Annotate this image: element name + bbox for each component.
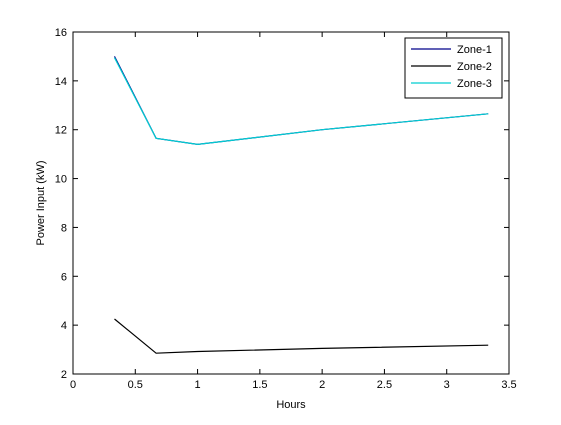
legend-label-zone-3: Zone-3 <box>457 78 492 90</box>
series-line-zone-2 <box>114 318 489 354</box>
x-tick-label: 3 <box>444 379 450 391</box>
series-line-zone-3 <box>113 57 489 146</box>
y-tick-label: 12 <box>55 125 67 137</box>
series-layer <box>113 56 489 354</box>
legend: Zone-1 Zone-2 Zone-3 <box>404 37 503 99</box>
y-tick-label: 2 <box>61 369 67 381</box>
plot-frame <box>72 31 510 375</box>
x-tick-label: 2.5 <box>377 379 392 391</box>
x-tick-label: 0 <box>70 379 76 391</box>
y-axis-label: Power Input (kW) <box>35 161 47 246</box>
y-tick-label: 14 <box>55 76 67 88</box>
y-tick-label: 4 <box>61 320 67 332</box>
legend-label-zone-1: Zone-1 <box>457 44 492 56</box>
x-tick-label: 1.5 <box>252 379 267 391</box>
x-tick-label: 2 <box>319 379 325 391</box>
y-tick-label: 8 <box>61 222 67 234</box>
x-axis-label: Hours <box>276 399 306 411</box>
legend-label-zone-2: Zone-2 <box>457 61 492 73</box>
x-tick-label: 0.5 <box>128 379 143 391</box>
tick-layer: 0 0.5 1 1.5 2 2.5 3 3.5 2 4 6 8 10 12 14 16 <box>55 27 517 391</box>
y-tick-label: 16 <box>55 27 67 39</box>
y-tick-label: 10 <box>55 174 67 186</box>
legend-box <box>404 37 503 99</box>
x-tick-label: 1 <box>195 379 201 391</box>
x-tick-label: 3.5 <box>501 379 516 391</box>
y-tick-label: 6 <box>61 271 67 283</box>
